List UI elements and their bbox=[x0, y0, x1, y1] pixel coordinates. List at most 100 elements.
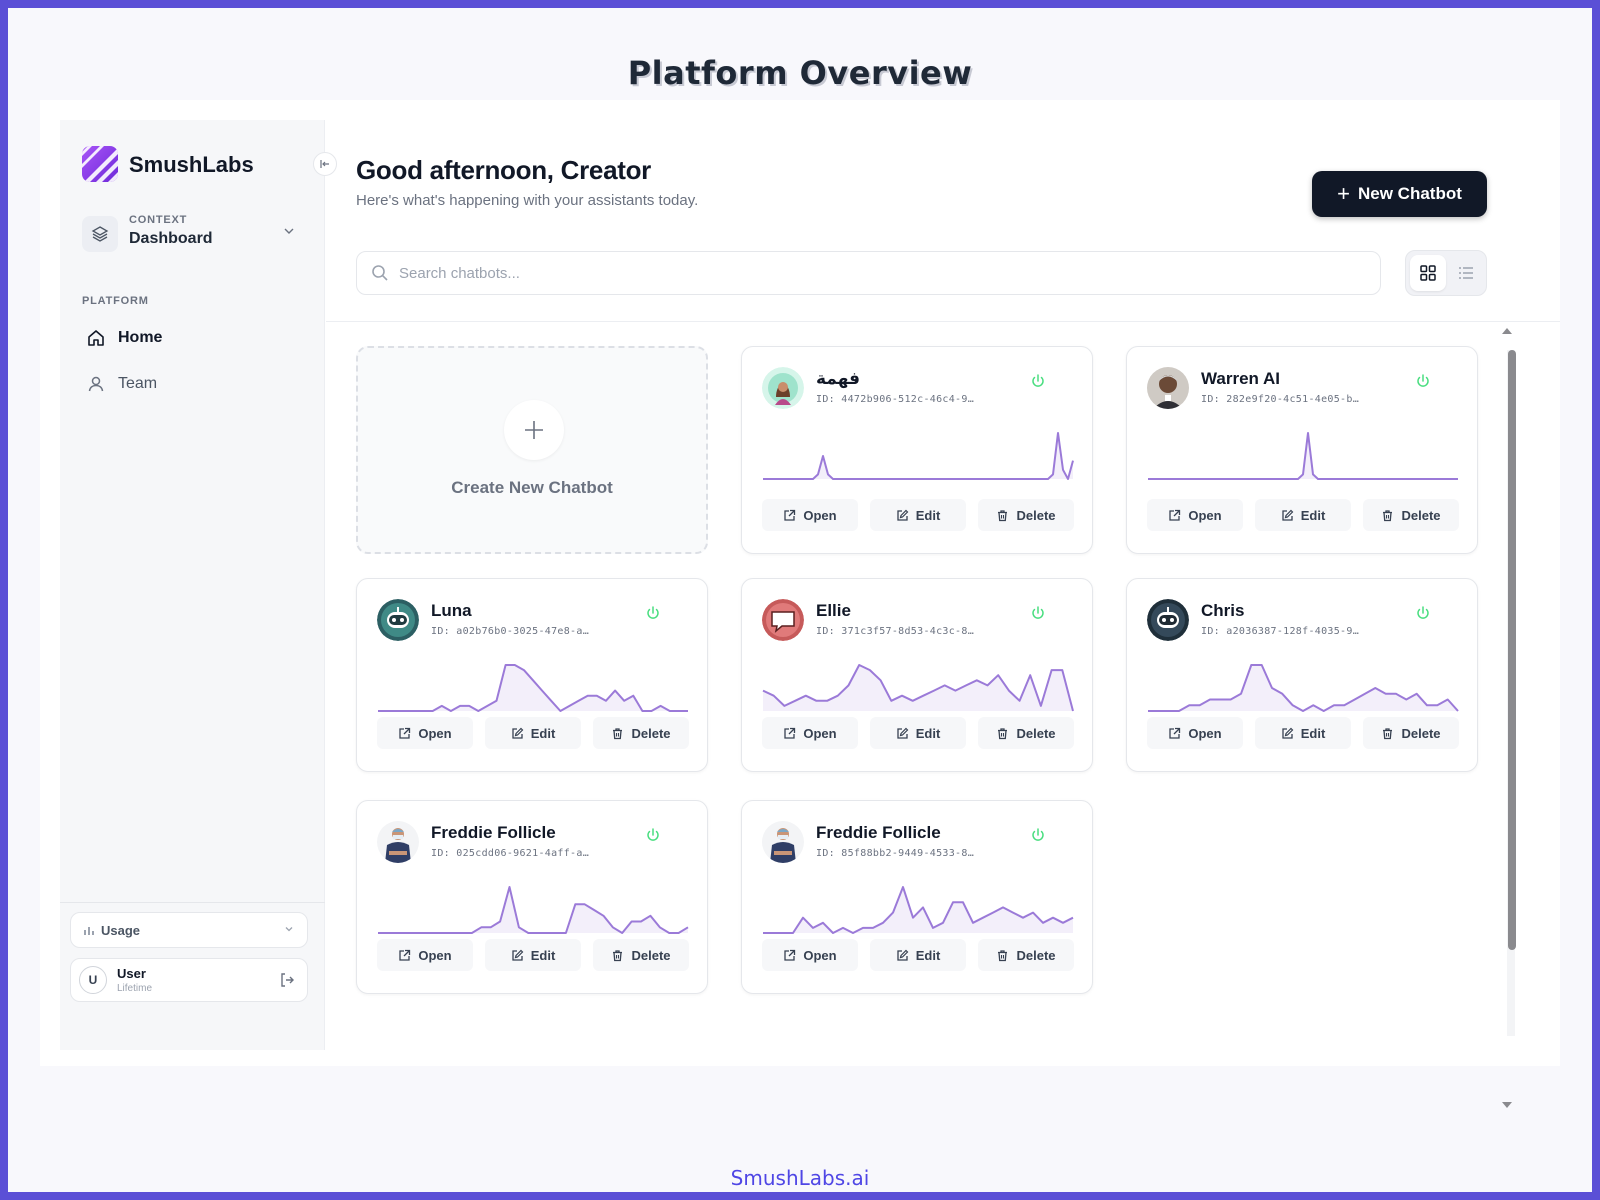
power-icon[interactable] bbox=[1030, 605, 1046, 621]
edit-button[interactable]: Edit bbox=[485, 939, 581, 971]
edit-button[interactable]: Edit bbox=[870, 499, 966, 531]
new-chatbot-button[interactable]: + New Chatbot bbox=[1312, 171, 1487, 217]
trash-icon bbox=[998, 509, 1008, 521]
delete-button[interactable]: Delete bbox=[1363, 717, 1459, 749]
search-bar[interactable] bbox=[356, 251, 1381, 295]
chatbot-card[interactable]: Luna ID: a02b76b0-3025-47e8-a… Open Edit Del… bbox=[356, 578, 708, 772]
delete-button[interactable]: Delete bbox=[1363, 499, 1459, 531]
chatbot-card[interactable]: Chris ID: a2036387-128f-4035-9… Open Edit De… bbox=[1126, 578, 1478, 772]
chatbot-card[interactable]: فهمة ID: 4472b906-512c-46c4-9… Open Edit Del… bbox=[741, 346, 1093, 554]
delete-button[interactable]: Delete bbox=[593, 717, 689, 749]
chatbot-name: Warren AI bbox=[1201, 369, 1281, 388]
new-chatbot-label: New Chatbot bbox=[1357, 184, 1462, 203]
sidebar-divider bbox=[60, 902, 325, 903]
open-label: Open bbox=[418, 947, 452, 963]
power-icon[interactable] bbox=[645, 827, 661, 843]
edit-label: Edit bbox=[915, 507, 941, 523]
app-window: SmushLabs CONTEXT Dashboard bbox=[40, 100, 1560, 1108]
create-chatbot-card[interactable]: Create New Chatbot bbox=[356, 346, 708, 554]
sparkline-line bbox=[763, 886, 1074, 934]
delete-label: Delete bbox=[1016, 507, 1056, 523]
activity-sparkline bbox=[378, 886, 689, 934]
collapse-sidebar-button[interactable] bbox=[313, 152, 337, 176]
edit-button[interactable]: Edit bbox=[870, 939, 966, 971]
sidebar-item-team[interactable]: Team bbox=[82, 366, 307, 402]
scroll-down-arrow-icon[interactable] bbox=[1500, 1100, 1514, 1110]
chatbot-avatar bbox=[1147, 599, 1189, 641]
usage-dropdown[interactable]: Usage bbox=[70, 912, 308, 948]
open-button[interactable]: Open bbox=[377, 717, 473, 749]
screenshot-frame: Platform Overview SmushLabs bbox=[8, 8, 1592, 1192]
view-toggle bbox=[1405, 250, 1487, 296]
open-button[interactable]: Open bbox=[762, 499, 858, 531]
chatbot-id: ID: 371c3f57-8d53-4c3c-8… bbox=[816, 626, 975, 637]
chatbot-id: ID: 85f88bb2-9449-4533-8… bbox=[816, 848, 975, 859]
activity-sparkline bbox=[1148, 432, 1458, 480]
open-button[interactable]: Open bbox=[1147, 717, 1243, 749]
plus-icon bbox=[504, 400, 564, 460]
grid-view-button[interactable] bbox=[1410, 255, 1446, 291]
chatbot-avatar bbox=[762, 367, 804, 409]
power-icon[interactable] bbox=[1030, 373, 1046, 389]
external-link-icon bbox=[784, 727, 796, 739]
open-label: Open bbox=[803, 725, 837, 741]
sparkline-area bbox=[763, 433, 1073, 479]
open-button[interactable]: Open bbox=[762, 939, 858, 971]
delete-button[interactable]: Delete bbox=[978, 939, 1074, 971]
edit-button[interactable]: Edit bbox=[870, 717, 966, 749]
edit-button[interactable]: Edit bbox=[1255, 717, 1351, 749]
open-button[interactable]: Open bbox=[1147, 499, 1243, 531]
power-icon[interactable] bbox=[1415, 373, 1431, 389]
scrollbar-thumb[interactable] bbox=[1508, 350, 1516, 950]
chatbot-card[interactable]: Warren AI ID: 282e9f20-4c51-4e05-b… Open Ed… bbox=[1126, 346, 1478, 554]
edit-icon bbox=[512, 949, 524, 961]
edit-icon bbox=[897, 727, 909, 739]
avatar: U bbox=[79, 966, 107, 994]
trash-icon bbox=[998, 727, 1008, 739]
chatbot-id: ID: 025cdd06-9621-4aff-a… bbox=[431, 848, 590, 859]
user-profile[interactable]: U User Lifetime bbox=[70, 958, 308, 1002]
trash-icon bbox=[998, 949, 1008, 961]
home-icon bbox=[82, 328, 110, 348]
search-icon bbox=[372, 265, 388, 281]
sparkline-line bbox=[762, 664, 1074, 712]
user-plan: Lifetime bbox=[117, 983, 153, 994]
edit-icon bbox=[897, 509, 909, 521]
chatbot-avatar bbox=[762, 599, 804, 641]
search-input[interactable] bbox=[399, 264, 1299, 282]
scroll-up-arrow-icon[interactable] bbox=[1500, 326, 1514, 336]
open-button[interactable]: Open bbox=[762, 717, 858, 749]
smushlabs-logo-icon[interactable] bbox=[82, 146, 118, 182]
open-label: Open bbox=[1188, 725, 1222, 741]
sparkline-area bbox=[763, 887, 1073, 933]
chatbot-name: Luna bbox=[431, 601, 472, 620]
power-icon[interactable] bbox=[645, 605, 661, 621]
sparkline-area bbox=[378, 887, 688, 933]
footer-brand: SmushLabs.ai bbox=[730, 1166, 870, 1190]
card-actions: Open Edit Delete bbox=[1147, 499, 1459, 531]
list-view-button[interactable] bbox=[1448, 255, 1484, 291]
chatbot-card[interactable]: Ellie ID: 371c3f57-8d53-4c3c-8… Open Edit De… bbox=[741, 578, 1093, 772]
logout-icon[interactable] bbox=[279, 972, 295, 988]
delete-button[interactable]: Delete bbox=[978, 499, 1074, 531]
delete-button[interactable]: Delete bbox=[593, 939, 689, 971]
power-icon[interactable] bbox=[1415, 605, 1431, 621]
open-button[interactable]: Open bbox=[377, 939, 473, 971]
power-icon[interactable] bbox=[1030, 827, 1046, 843]
chatbot-name: Ellie bbox=[816, 601, 851, 620]
context-label: CONTEXT bbox=[129, 214, 188, 226]
grid-icon bbox=[1420, 265, 1436, 281]
delete-button[interactable]: Delete bbox=[978, 717, 1074, 749]
context-switcher[interactable]: CONTEXT Dashboard bbox=[82, 212, 307, 256]
chatbot-card[interactable]: Freddie Follicle ID: 025cdd06-9621-4aff-a… bbox=[356, 800, 708, 994]
edit-button[interactable]: Edit bbox=[485, 717, 581, 749]
chatbot-card[interactable]: Freddie Follicle ID: 85f88bb2-9449-4533-8… bbox=[741, 800, 1093, 994]
chatbot-name: فهمة bbox=[816, 369, 861, 388]
edit-icon bbox=[897, 949, 909, 961]
edit-button[interactable]: Edit bbox=[1255, 499, 1351, 531]
trash-icon bbox=[613, 727, 623, 739]
sidebar-item-home[interactable]: Home bbox=[82, 320, 307, 356]
sparkline-line bbox=[763, 432, 1074, 480]
sparkline-line bbox=[378, 886, 689, 934]
sparkline-area bbox=[378, 665, 688, 711]
